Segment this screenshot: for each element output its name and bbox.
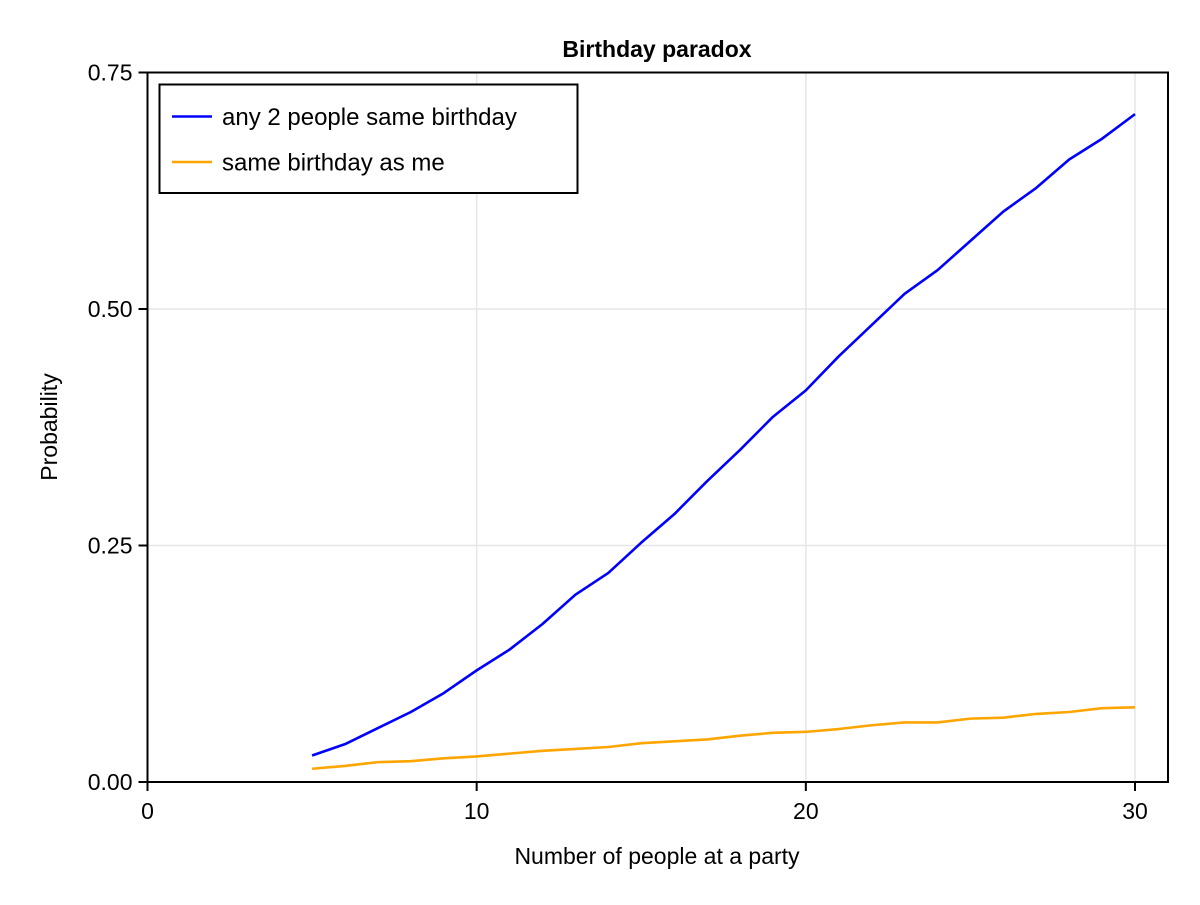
y-axis-ticks: 0.00 0.25 0.50 0.75 xyxy=(88,60,148,795)
x-axis-label: Number of people at a party xyxy=(514,843,800,869)
legend: any 2 people same birthday same birthday… xyxy=(158,83,579,194)
gridlines xyxy=(147,72,1168,782)
x-tick-label: 10 xyxy=(464,798,490,824)
data-series xyxy=(311,113,1136,771)
x-tick-label: 20 xyxy=(793,798,819,824)
y-tick-label: 0.00 xyxy=(88,769,133,795)
series-line-1 xyxy=(311,705,1136,771)
y-tick-label: 0.50 xyxy=(88,296,133,322)
chart-title: Birthday paradox xyxy=(562,36,751,62)
x-tick-label: 30 xyxy=(1122,798,1148,824)
x-tick-label: 0 xyxy=(141,798,154,824)
legend-label-same-as-me: same birthday as me xyxy=(222,150,445,177)
x-axis-ticks: 0 10 20 30 xyxy=(141,782,1148,824)
legend-box xyxy=(158,83,579,194)
legend-label-any-two-people: any 2 people same birthday xyxy=(222,104,517,131)
series-line-0 xyxy=(311,113,1136,757)
y-tick-label: 0.75 xyxy=(88,60,133,86)
y-tick-label: 0.25 xyxy=(88,533,133,559)
plot-frame xyxy=(146,71,1169,783)
y-axis-label: Probability xyxy=(36,373,62,481)
